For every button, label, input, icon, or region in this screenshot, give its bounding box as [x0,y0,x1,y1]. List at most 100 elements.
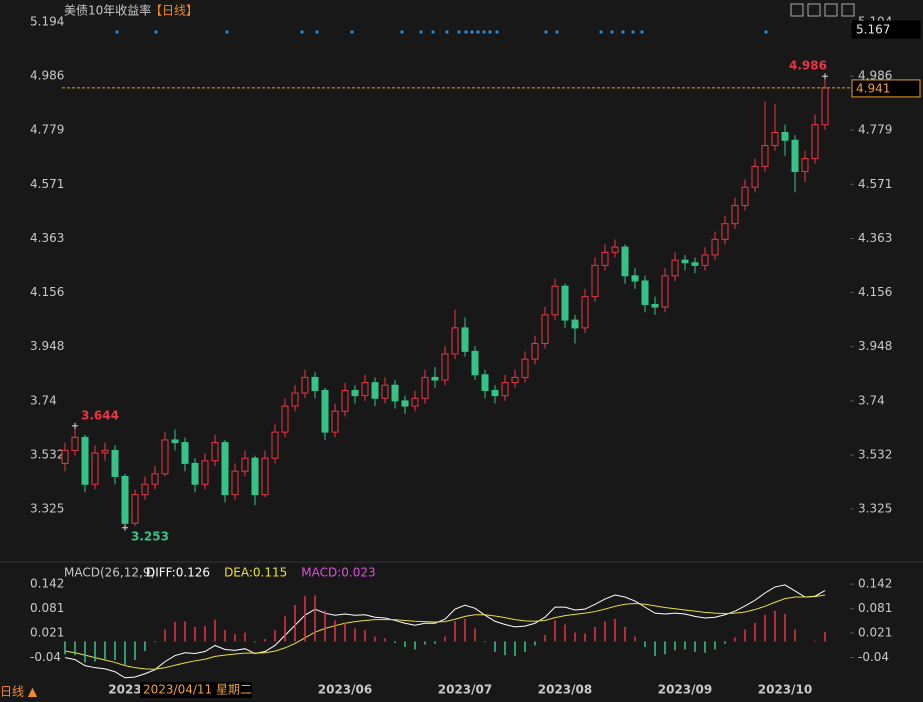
candle-body [562,286,568,320]
y-tick-label: 3.325 [30,502,64,516]
candle-body [572,320,578,328]
y-tick-label-right: 4.156 [858,285,892,299]
period-label[interactable]: 日线 ▲ [0,685,38,699]
candle-body [792,140,798,171]
candle-body [242,458,248,471]
candle-body [622,247,628,276]
y-tick-label: 0.142 [30,577,64,591]
y-tick-label-right: 4.363 [858,231,892,245]
x-tick-label: 2023/07 [438,683,492,697]
candle-body [642,281,648,304]
y-tick-label-right: 4.571 [858,177,892,191]
candle-body [612,247,618,252]
candle-body [262,458,268,494]
candle-body [442,354,448,380]
y-tick-label: 3.948 [30,339,64,353]
candle-body [502,383,508,396]
y-tick-label: 3.74 [30,393,57,407]
candle-body [542,315,548,344]
candle-body [762,146,768,167]
candle-body [812,125,818,159]
candle-body [552,286,558,315]
candle-body [682,260,688,263]
y-tick-label: 4.156 [30,285,64,299]
candle-body [352,390,358,395]
candle-body [72,437,78,450]
x-tick-label: 2023/10 [758,683,812,697]
candle-body [202,461,208,484]
candle-body [162,440,168,474]
candle-body [152,474,158,484]
extreme-label: 3.644 [81,408,119,422]
candle-body [102,450,108,453]
candle-body [592,265,598,296]
candle-body [272,432,278,458]
y-tick-label: 0.081 [30,601,64,615]
price-tag: 5.167 [856,23,890,37]
candle-body [302,377,308,393]
candle-body [322,390,328,432]
candle-body [392,385,398,401]
y-tick-label-right: 3.948 [858,339,892,353]
candle-body [742,187,748,205]
extreme-label: 3.253 [131,529,169,543]
x-tick-label: 2023/06 [318,683,372,697]
candle-body [142,484,148,494]
y-tick-label: 4.779 [30,123,64,137]
y-tick-label: 0.021 [30,625,64,639]
candle-body [752,166,758,187]
candle-body [722,224,728,240]
candle-body [282,406,288,432]
candle-body [192,463,198,484]
candle-body [412,398,418,406]
candle-body [522,359,528,377]
candle-body [402,401,408,406]
candle-body [462,328,468,351]
y-tick-label: 4.986 [30,69,64,83]
y-tick-label: 5.194 [30,15,64,29]
crosshair-label: 2023/04/11 星期二 [143,683,252,697]
y-tick-label-right: -0.04 [858,650,889,664]
candle-body [512,377,518,382]
candle-body [662,276,668,307]
candle-body [332,411,338,432]
chart-title: 美债10年收益率 [64,3,151,18]
y-tick-label-right: 3.74 [858,393,885,407]
candle-body [772,132,778,145]
candle-body [212,443,218,461]
candle-body [582,297,588,328]
x-tick-label: 2023/09 [658,683,712,697]
candle-body [632,276,638,281]
candle-body [82,437,88,484]
candle-body [62,450,68,463]
candle-body [712,239,718,255]
candle-body [802,159,808,172]
candle-body [492,390,498,395]
y-tick-label-right: 0.142 [858,577,892,591]
y-tick-label: 3.532 [30,448,64,462]
candle-body [382,385,388,398]
extreme-label: 4.986 [789,59,827,73]
candle-body [222,443,228,495]
y-tick-label-right: 3.532 [858,448,892,462]
candle-body [432,377,438,380]
candle-body [182,443,188,464]
candle-body [692,263,698,266]
candle-body [312,377,318,390]
candle-body [372,383,378,399]
candle-body [732,205,738,223]
candle-body [422,377,428,398]
period-tag: 【日线】 [150,4,198,18]
y-tick-label: 4.363 [30,231,64,245]
x-tick-label: 2023/08 [538,683,592,697]
candle-body [252,458,258,494]
candle-body [232,471,238,494]
y-tick-label-right: 0.081 [858,601,892,615]
candle-body [482,375,488,391]
macd-title: MACD(26,12,9) [64,566,155,580]
y-tick-label-right: 4.779 [858,123,892,137]
legend-entry: MACD:0.023 [301,566,375,580]
candle-body [92,453,98,484]
candle-body [652,304,658,307]
